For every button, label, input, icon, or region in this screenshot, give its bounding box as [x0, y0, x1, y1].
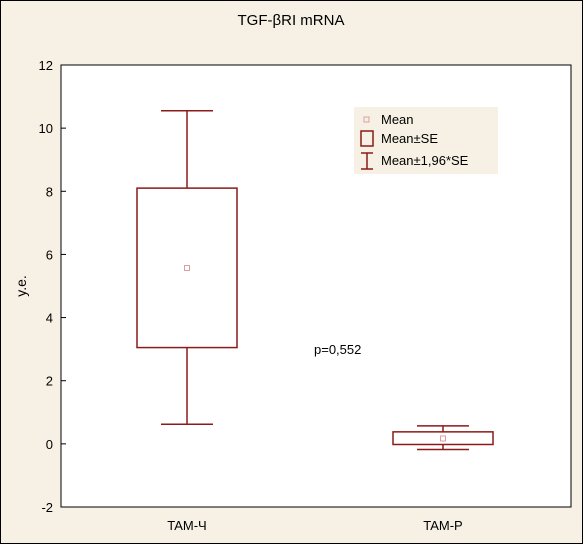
x-axis-labels: TAM-Ч TAM-P [167, 518, 462, 533]
legend-label-mean: Mean [381, 112, 414, 127]
se-box-0 [136, 187, 238, 349]
box-series [136, 110, 494, 451]
y-tick-label-5: 8 [46, 184, 53, 199]
legend-ci-whisker [361, 152, 373, 170]
y-tick-label-0: -2 [41, 500, 53, 515]
y-tick-label-2: 2 [46, 374, 53, 389]
mean-marker-1 [440, 435, 446, 442]
legend-mean-marker [363, 116, 370, 123]
legend-se-box [360, 130, 374, 147]
p-value-annotation: p=0,552 [314, 342, 361, 357]
chart-title: TGF-βRI mRNA [238, 12, 345, 29]
x-tick-label-1: TAM-P [423, 518, 462, 533]
y-tick-label-3: 4 [46, 311, 53, 326]
mean-marker-0 [184, 265, 190, 272]
y-tick-label-7: 12 [39, 58, 53, 73]
y-tick-label-4: 6 [46, 247, 53, 262]
y-tick-label-6: 10 [39, 121, 53, 136]
y-axis: -2 0 2 4 6 8 10 12 [39, 58, 66, 515]
y-tick-label-1: 0 [46, 437, 53, 452]
legend: Mean Mean±SE Mean±1,96*SE [354, 107, 498, 174]
se-box-1 [392, 431, 494, 446]
y-axis-label: y.e. [13, 275, 29, 297]
legend-label-ci: Mean±1,96*SE [381, 153, 469, 168]
legend-box [354, 107, 498, 174]
legend-label-se: Mean±SE [381, 131, 438, 146]
x-tick-label-0: TAM-Ч [167, 518, 206, 533]
